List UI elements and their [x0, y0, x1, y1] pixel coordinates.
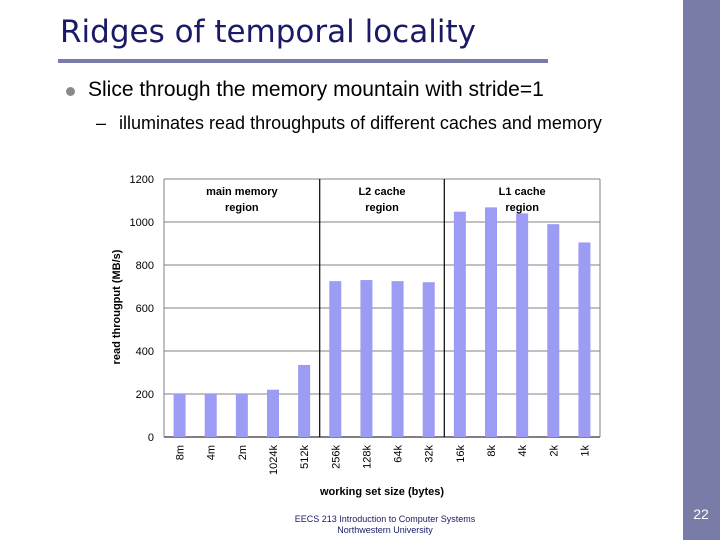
y-tick-label: 800 [136, 260, 154, 272]
x-tick-label: 128k [361, 445, 373, 469]
x-tick-label: 64k [393, 445, 405, 463]
region-label: region [365, 202, 399, 214]
region-label: L2 cache [358, 186, 405, 198]
x-tick-label: 2m [237, 445, 249, 460]
y-tick-label: 1200 [130, 174, 154, 186]
bullet-main: Slice through the memory mountain with s… [88, 78, 544, 101]
y-tick-label: 1000 [130, 217, 154, 229]
x-tick-label: 4k [517, 445, 529, 457]
bar-128k [360, 280, 373, 437]
bullet-sub: illuminates read throughputs of differen… [119, 113, 602, 133]
region-label: region [505, 202, 539, 214]
bar-8k [485, 207, 497, 437]
bullet-dot-icon [66, 87, 75, 96]
x-tick-label: 8k [486, 445, 498, 457]
y-tick-label: 400 [136, 346, 154, 358]
bar-2m [235, 394, 248, 437]
bar-2k [547, 224, 560, 437]
bar-4m [204, 394, 217, 437]
bar-64k [391, 281, 404, 437]
x-tick-label: 256k [330, 445, 342, 469]
y-tick-label: 0 [148, 432, 154, 444]
bar-4k [516, 213, 529, 437]
side-bar [683, 0, 720, 540]
sub-bullet-dash: – [96, 113, 107, 133]
y-tick-label: 200 [136, 389, 154, 401]
x-tick-label: 1k [579, 445, 591, 457]
x-axis-label: working set size (bytes) [319, 486, 444, 498]
y-tick-labels: 0 200 400 600 800 1000 1200 [130, 174, 154, 444]
title-rule [58, 59, 548, 63]
x-tick-labels: 8m 4m 2m 1024k 512k 256k 128k 64k 32k 16k 8k 4k 2k 1k [175, 445, 592, 475]
bar-8m [173, 394, 186, 437]
footer-course: EECS 213 Introduction to Computer System… [294, 514, 476, 524]
region-dividers [319, 179, 445, 437]
bar-1k [578, 242, 591, 437]
region-label: main memory [206, 186, 278, 198]
x-tick-label: 16k [455, 445, 467, 463]
region-label: region [225, 202, 259, 214]
bar-512k [298, 364, 311, 437]
bar-16k [453, 211, 466, 437]
region-label: L1 cache [499, 186, 546, 198]
x-tick-label: 512k [299, 445, 311, 469]
region-labels: main memory region L2 cache region L1 cache r… [206, 186, 546, 214]
chart-grid [163, 178, 601, 438]
footer: EECS 213 Introduction to Computer System… [280, 514, 490, 536]
bar-32k [422, 282, 435, 437]
slide-title: Ridges of temporal locality [60, 14, 476, 50]
x-tick-label: 4m [206, 445, 218, 460]
y-axis-label: read througput (MB/s) [111, 249, 123, 364]
x-tick-label: 1024k [268, 445, 280, 475]
x-tick-label: 8m [175, 445, 187, 460]
bar-256k [329, 281, 342, 437]
y-tick-label: 600 [136, 303, 154, 315]
chart-bars [173, 207, 591, 437]
x-tick-label: 32k [424, 445, 436, 463]
bar-1024k [267, 389, 279, 437]
page-number: 22 [693, 506, 709, 522]
footer-university: Northwestern University [337, 525, 433, 535]
x-tick-label: 2k [548, 445, 560, 457]
